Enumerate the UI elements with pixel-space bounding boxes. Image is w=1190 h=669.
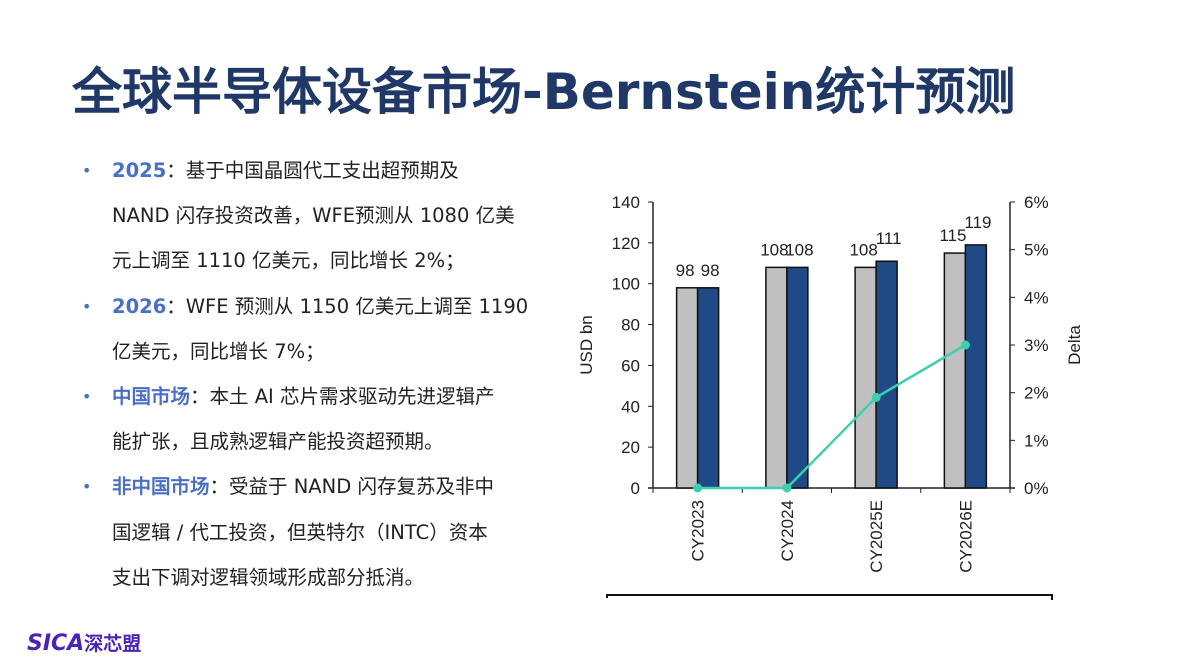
bar-cy2025e-1 [875, 260, 898, 489]
y2-tick-label: 2% [1024, 384, 1049, 403]
bullet-text: ：受益于 NAND 闪存复苏及非中 [209, 475, 494, 499]
bullet-line: 能扩张，且成熟逻辑产能投资超预期。 [82, 423, 562, 468]
bullet-label: 2026 [112, 294, 167, 318]
bullet-line: 元上调至 1110 亿美元，同比增长 2%； [82, 242, 562, 287]
data-label: 108 [760, 240, 788, 259]
bar-cy2023-1 [696, 287, 720, 489]
bullet-list: • 2025：基于中国晶圆代工支出超预期及 NAND 闪存投资改善，WFE预测从 1… [82, 152, 562, 604]
bullet-line: 支出下调对逻辑领域形成部分抵消。 [82, 559, 562, 604]
x-tick-label: CY2024 [778, 500, 797, 561]
data-label: 98 [701, 261, 720, 280]
bullet-text: NAND 闪存投资改善，WFE预测从 1080 亿美 [112, 204, 515, 228]
y2-tick-label: 4% [1024, 288, 1049, 307]
bar-cy2025e-0 [854, 266, 877, 489]
delta-point [782, 483, 792, 493]
bullet-line: • 2025：基于中国晶圆代工支出超预期及 [82, 152, 562, 197]
bullet-label: 非中国市场 [112, 475, 210, 499]
bullet-dot-icon: • [82, 477, 92, 497]
bullet-line: • 非中国市场：受益于 NAND 闪存复苏及非中 [82, 468, 562, 513]
y2-tick-label: 0% [1024, 479, 1049, 498]
data-label: 119 [964, 213, 991, 232]
bullet-line: 国逻辑 / 代工投资，但英特尔（INTC）资本 [82, 514, 562, 559]
bar-cy2023-0 [675, 287, 699, 489]
data-label: 115 [939, 226, 966, 245]
data-label: 111 [876, 229, 902, 248]
x-tick-label: CY2025E [867, 500, 886, 573]
bullet-dot-icon: • [82, 296, 92, 316]
bullet-dot-icon: • [82, 386, 92, 406]
y-tick-label: 140 [612, 193, 640, 212]
bar-cy2024-0 [765, 266, 788, 489]
bullet-text: ：WFE 预测从 1150 亿美元上调至 1190 [166, 294, 529, 318]
y-axis-label: USD bn [577, 315, 596, 375]
data-label: 108 [785, 240, 813, 259]
data-label: 98 [676, 261, 695, 280]
y2-tick-label: 3% [1024, 336, 1049, 355]
bullet-text: 元上调至 1110 亿美元，同比增长 2%； [112, 249, 465, 273]
y-tick-label: 80 [621, 316, 640, 335]
logo-latin: SICA [27, 631, 85, 656]
y-tick-label: 0 [631, 479, 640, 498]
delta-line [697, 343, 967, 490]
delta-point [960, 340, 970, 350]
data-label: 108 [849, 240, 877, 259]
bullet-text: 能扩张，且成熟逻辑产能投资超预期。 [112, 430, 444, 454]
bar-cy2026e-0 [943, 252, 967, 489]
bar-cy2024-1 [786, 266, 809, 489]
bullet-line: • 中国市场：本土 AI 芯片需求驱动先进逻辑产 [82, 378, 562, 423]
logo: SICA深芯盟 [27, 629, 141, 656]
bullet-dot-icon: • [82, 161, 92, 180]
y2-tick-label: 6% [1024, 193, 1049, 212]
y-tick-label: 40 [621, 397, 640, 416]
bullet-text: ：基于中国晶圆代工支出超预期及 [166, 159, 459, 182]
bullet-label: 中国市场 [112, 384, 191, 408]
y2-axis-label: Delta [1065, 325, 1084, 365]
x-tick-label: CY2023 [689, 500, 708, 561]
bullet-text: 国逻辑 / 代工投资，但英特尔（INTC）资本 [112, 520, 488, 544]
page-title: 全球半导体设备市场-Bernstein统计预测 [72, 63, 1016, 121]
legend-box [606, 594, 1053, 600]
bullet-line: 亿美元，同比增长 7%； [82, 333, 562, 378]
bullet-text: 支出下调对逻辑领域形成部分抵消。 [112, 565, 425, 589]
y-tick-label: 120 [612, 234, 640, 253]
y2-tick-label: 1% [1024, 431, 1049, 450]
y2-tick-label: 5% [1024, 241, 1049, 260]
delta-point [871, 392, 881, 402]
y-tick-label: 100 [612, 275, 640, 294]
bullet-text: ：本土 AI 芯片需求驱动先进逻辑产 [190, 384, 495, 408]
x-tick-label: CY2026E [956, 500, 975, 573]
bullet-line: NAND 闪存投资改善，WFE预测从 1080 亿美 [82, 197, 562, 242]
bullet-line: • 2026：WFE 预测从 1150 亿美元上调至 1190 [82, 288, 562, 333]
y-tick-label: 60 [621, 356, 640, 375]
delta-point [693, 483, 703, 493]
logo-cn: 深芯盟 [84, 633, 142, 655]
bar-cy2026e-1 [964, 244, 988, 489]
bullet-label: 2025 [112, 159, 167, 182]
y-tick-label: 20 [621, 438, 640, 457]
bullet-text: 亿美元，同比增长 7%； [112, 339, 325, 363]
